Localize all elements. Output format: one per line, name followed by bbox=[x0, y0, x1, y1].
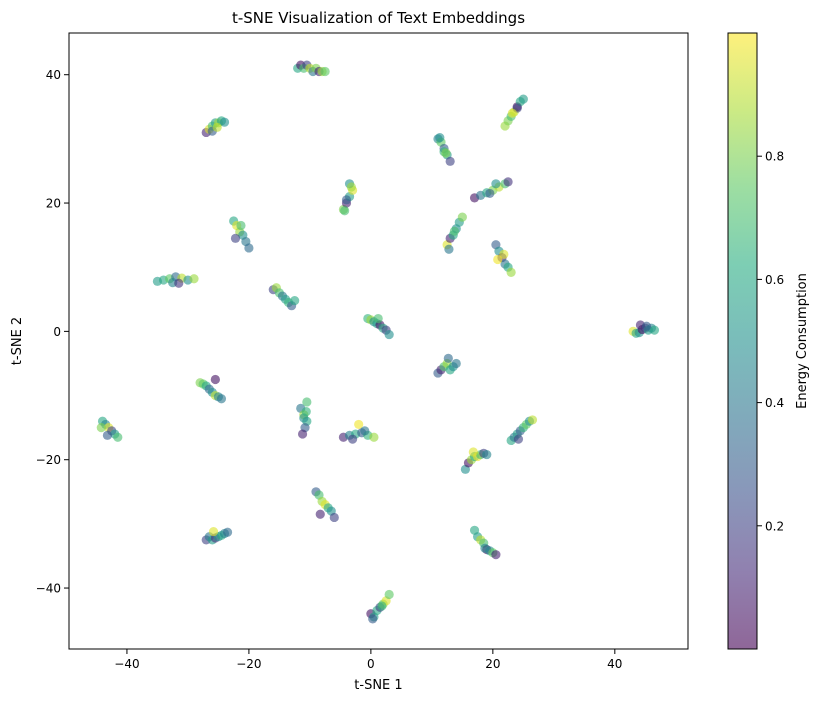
data-point-c4-5 bbox=[341, 195, 352, 205]
data-point-c21-7 bbox=[222, 527, 233, 537]
data-point-c17-6 bbox=[354, 419, 364, 430]
data-point-c18-8 bbox=[513, 434, 524, 444]
data-point-c9-6 bbox=[189, 274, 199, 284]
x-axis-label: t-SNE 1 bbox=[354, 678, 402, 693]
data-point-c6-5 bbox=[244, 243, 254, 253]
data-point-c15-6 bbox=[102, 430, 113, 440]
x-tick-label-0: −40 bbox=[114, 657, 139, 671]
data-point-c18-7 bbox=[527, 415, 538, 425]
data-point-c11-7 bbox=[384, 329, 394, 340]
data-point-c16-7 bbox=[301, 406, 311, 417]
data-point-c23-8 bbox=[377, 601, 387, 611]
data-point-c5-6 bbox=[503, 177, 513, 187]
data-point-c22-7 bbox=[491, 550, 501, 560]
data-point-c23-6 bbox=[384, 589, 394, 600]
data-point-c19-8 bbox=[468, 447, 478, 457]
x-tick-label-3: 20 bbox=[485, 657, 500, 671]
data-point-c17-5 bbox=[369, 432, 379, 442]
chart-title: t-SNE Visualization of Text Embeddings bbox=[232, 9, 525, 27]
data-point-c8-6 bbox=[499, 249, 509, 259]
data-point-c11-8 bbox=[373, 313, 383, 324]
data-point-c5-8 bbox=[485, 188, 495, 199]
data-point-c2-8 bbox=[507, 108, 517, 118]
data-point-c13-6 bbox=[451, 358, 461, 369]
data-point-c4-7 bbox=[340, 206, 350, 216]
data-point-c16-5 bbox=[302, 397, 312, 407]
data-point-c16-4 bbox=[297, 429, 308, 439]
x-tick-label-2: 0 bbox=[367, 657, 375, 671]
x-tick-label-4: 40 bbox=[607, 657, 622, 671]
points-layer bbox=[96, 60, 660, 624]
data-point-c13-7 bbox=[443, 353, 453, 363]
data-point-c3-6 bbox=[435, 132, 445, 143]
data-point-c15-7 bbox=[96, 423, 106, 433]
data-point-c4-6 bbox=[346, 182, 356, 192]
data-point-c7-5 bbox=[457, 212, 467, 222]
data-point-c14-8 bbox=[210, 374, 220, 385]
colorbar-tick-label-3: 0.8 bbox=[765, 150, 784, 164]
data-point-c3-7 bbox=[441, 148, 451, 158]
colorbar-frame bbox=[727, 32, 758, 650]
colorbar-tick-label-2: 0.6 bbox=[765, 273, 784, 287]
data-point-c17-7 bbox=[360, 426, 370, 436]
colorbar-ticks: 0.2 0.4 0.6 0.8 bbox=[757, 150, 784, 533]
data-point-c6-7 bbox=[230, 233, 241, 243]
data-point-c15-5 bbox=[113, 432, 123, 442]
data-point-c7-7 bbox=[449, 226, 460, 236]
colorbar-tick-label-0: 0.2 bbox=[765, 519, 784, 533]
y-axis-label: t-SNE 2 bbox=[10, 317, 25, 365]
data-point-c1-8 bbox=[212, 122, 222, 132]
data-point-c12-7 bbox=[649, 325, 660, 335]
colorbar-tick-label-1: 0.4 bbox=[765, 396, 784, 410]
data-point-c7-6 bbox=[444, 244, 454, 254]
colorbar bbox=[728, 33, 757, 649]
data-point-c21-8 bbox=[208, 526, 219, 537]
y-tick-label-1: −20 bbox=[36, 453, 61, 467]
data-point-c8-7 bbox=[493, 254, 503, 265]
y-tick-label-0: −40 bbox=[36, 582, 61, 596]
y-tick-label-2: 0 bbox=[53, 325, 61, 339]
data-point-c5-7 bbox=[491, 179, 501, 189]
y-tick-label-4: 40 bbox=[46, 68, 61, 82]
data-point-c12-9 bbox=[641, 321, 652, 331]
x-axis-ticks: −40 −20 0 20 40 bbox=[114, 649, 622, 671]
y-axis-ticks: −40 −20 0 20 40 bbox=[36, 68, 69, 596]
data-point-c22-8 bbox=[480, 543, 490, 553]
data-point-c3-4 bbox=[445, 156, 455, 166]
x-tick-label-1: −20 bbox=[236, 657, 261, 671]
data-point-c2-6 bbox=[518, 94, 528, 104]
data-point-c17-8 bbox=[347, 434, 358, 444]
data-point-c1-6 bbox=[219, 117, 230, 127]
data-point-c6-6 bbox=[236, 220, 246, 231]
colorbar-label: Energy Consumption bbox=[795, 273, 810, 409]
data-point-c9-8 bbox=[174, 278, 184, 288]
data-point-c20-6 bbox=[329, 512, 339, 523]
data-point-c10-7 bbox=[290, 295, 300, 306]
y-tick-label-3: 20 bbox=[46, 197, 61, 211]
data-point-c14-7 bbox=[216, 394, 227, 404]
data-point-c20-7 bbox=[315, 509, 325, 519]
plot-frame bbox=[68, 32, 689, 650]
data-point-c8-5 bbox=[506, 267, 516, 277]
data-point-c19-7 bbox=[482, 449, 492, 460]
data-point-c0-9 bbox=[320, 66, 330, 77]
data-point-c23-7 bbox=[368, 614, 378, 624]
